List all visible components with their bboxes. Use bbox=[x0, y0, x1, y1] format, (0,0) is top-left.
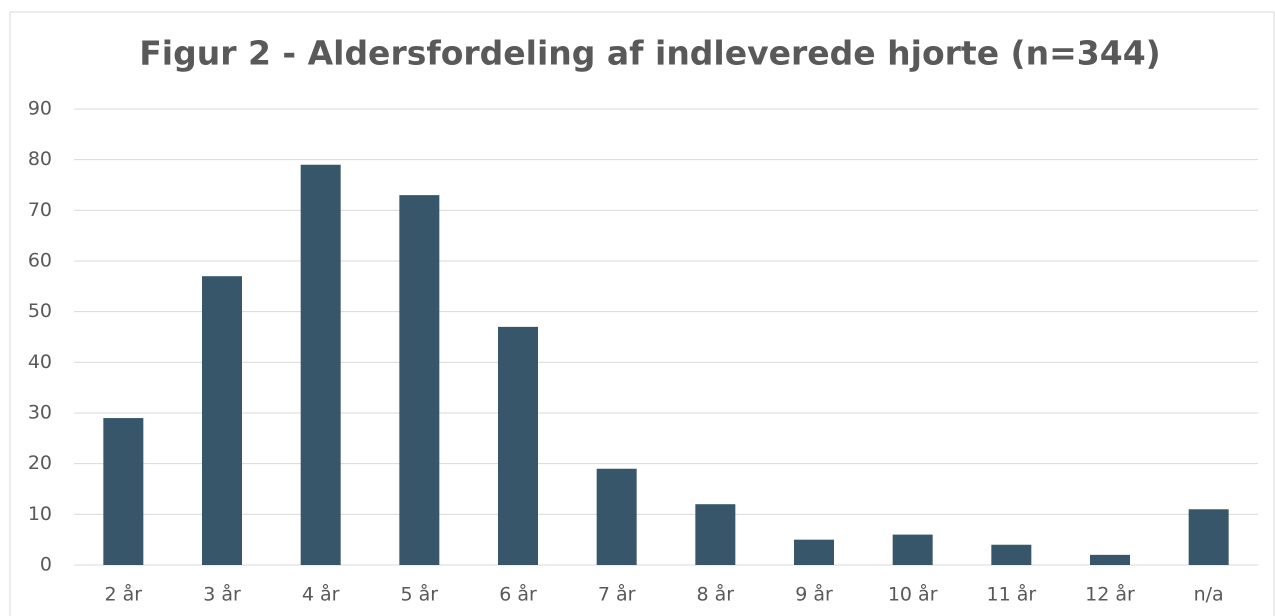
x-tick-label: 5 år bbox=[401, 583, 439, 606]
x-tick-label: 6 år bbox=[499, 583, 537, 606]
y-tick-label: 80 bbox=[28, 148, 52, 170]
x-tick-label: 11 år bbox=[986, 583, 1036, 606]
bar bbox=[695, 504, 736, 565]
x-tick-label: 12 år bbox=[1085, 583, 1135, 606]
bar bbox=[399, 195, 440, 565]
x-tick-label: 10 år bbox=[888, 583, 938, 606]
y-tick-label: 20 bbox=[28, 452, 52, 474]
bar bbox=[794, 539, 834, 565]
bar bbox=[1188, 509, 1229, 565]
y-tick-label: 70 bbox=[28, 199, 52, 221]
x-tick-label: 3 år bbox=[203, 583, 241, 606]
x-tick-label: 7 år bbox=[598, 583, 636, 606]
y-tick-label: 50 bbox=[28, 300, 52, 322]
chart-frame bbox=[9, 11, 1275, 616]
bar bbox=[596, 468, 637, 565]
y-tick-label: 60 bbox=[28, 250, 52, 272]
bar bbox=[991, 544, 1032, 565]
x-tick-label: 2 år bbox=[105, 583, 143, 606]
bar bbox=[1090, 554, 1130, 565]
y-tick-label: 30 bbox=[28, 402, 52, 424]
y-tick-label: 0 bbox=[40, 554, 52, 576]
y-tick-label: 10 bbox=[28, 503, 52, 525]
x-tick-label: 4 år bbox=[302, 583, 340, 606]
bar bbox=[300, 164, 341, 565]
y-tick-label: 40 bbox=[28, 351, 52, 373]
bar bbox=[498, 326, 538, 565]
x-tick-label: 8 år bbox=[697, 583, 735, 606]
chart-title: Figur 2 - Aldersfordeling af indleverede… bbox=[139, 34, 1161, 73]
bar bbox=[892, 534, 933, 565]
x-tick-label: n/a bbox=[1194, 584, 1224, 606]
bar bbox=[103, 418, 144, 565]
y-tick-label: 90 bbox=[28, 98, 52, 120]
x-tick-label: 9 år bbox=[795, 583, 833, 606]
bar bbox=[202, 276, 242, 565]
